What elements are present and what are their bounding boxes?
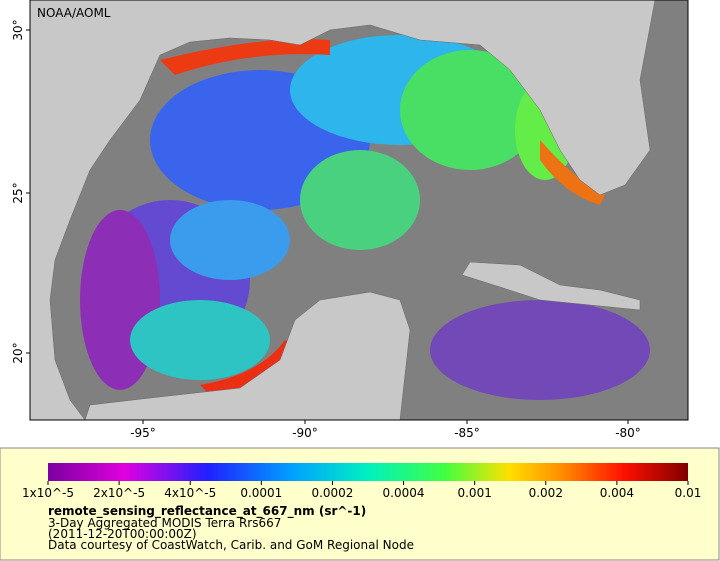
land-north-america — [29, 0, 656, 421]
axes: 30° 25° 20° -95° -90° -85° -80° — [11, 19, 641, 440]
colorbar-label: 0.0001 — [240, 486, 282, 500]
legend-title: remote_sensing_reflectance_at_667_nm (sr… — [48, 504, 366, 519]
credit: NOAA/AOML — [37, 6, 111, 20]
lon-label: -95° — [130, 426, 156, 440]
map-frame — [29, 0, 689, 421]
colorbar-label: 0.01 — [675, 486, 702, 500]
colorbar-label: 0.001 — [457, 486, 491, 500]
colorbar-label: 0.004 — [600, 486, 634, 500]
colorbar-label: 4x10^-5 — [164, 486, 216, 500]
colorbar-label: 0.0004 — [383, 486, 425, 500]
land-cuba — [461, 261, 641, 311]
colorbar — [48, 463, 688, 481]
legend-line: 3-Day Aggregated MODIS Terra Rrs667 — [48, 516, 281, 530]
legend-line: Data courtesy of CoastWatch, Carib. and … — [48, 538, 414, 552]
credit-box — [33, 3, 118, 23]
land-yucatan — [84, 291, 411, 421]
lat-label: 20° — [11, 342, 25, 363]
lat-label: 25° — [11, 182, 25, 203]
lon-label: -85° — [454, 426, 480, 440]
legend-line: (2011-12-20T00:00:00Z) — [48, 527, 197, 541]
lon-label: -80° — [615, 426, 641, 440]
lat-label: 30° — [11, 19, 25, 40]
map: NOAA/AOML — [29, 0, 689, 421]
colorbar-label: 0.002 — [529, 486, 563, 500]
colorbar-label: 2x10^-5 — [93, 486, 145, 500]
colorbar-label: 1x10^-5 — [22, 486, 74, 500]
legend: 1x10^-5 2x10^-5 4x10^-5 0.0001 0.0002 0.0004 0… — [22, 481, 701, 500]
lon-label: -90° — [292, 426, 318, 440]
colorbar-label: 0.0002 — [311, 486, 353, 500]
